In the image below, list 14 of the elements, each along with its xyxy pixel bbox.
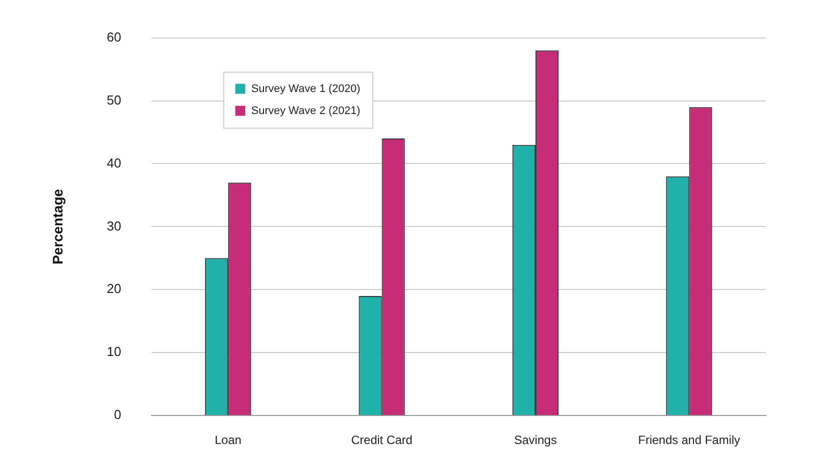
y-tick-label: 60 <box>106 29 122 44</box>
y-axis-title: Percentage <box>49 188 66 264</box>
y-tick-label: 20 <box>106 281 122 296</box>
legend-label: Survey Wave 2 (2021) <box>251 104 360 117</box>
x-tick-label: Credit Card <box>351 433 412 448</box>
x-tick-label: Friends and Family <box>638 433 740 448</box>
y-tick-label: 30 <box>106 218 122 234</box>
y-tick-label: 50 <box>106 92 122 108</box>
y-tick-label: 0 <box>114 407 122 422</box>
y-tick-label: 40 <box>106 155 122 170</box>
x-tick-label: Loan <box>214 433 242 448</box>
legend-label: Survey Wave 1 (2020) <box>251 82 360 95</box>
x-tick-label: Savings <box>514 433 557 448</box>
y-tick-label: 10 <box>106 344 122 360</box>
